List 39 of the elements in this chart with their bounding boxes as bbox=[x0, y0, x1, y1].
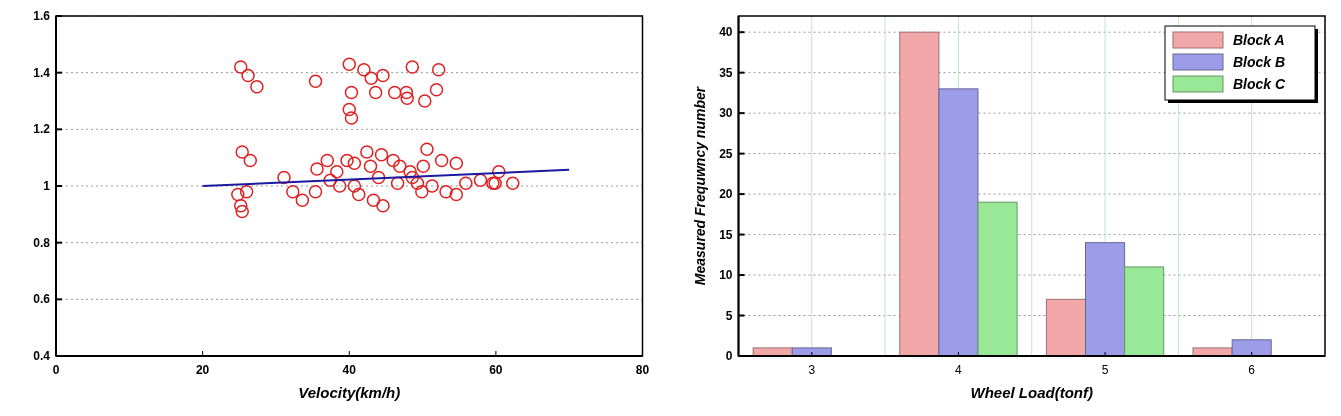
legend-label: Block C bbox=[1233, 76, 1287, 92]
x-tick-label: 20 bbox=[195, 363, 210, 377]
y-tick-label: 1 bbox=[43, 179, 51, 193]
y-tick-label: 30 bbox=[719, 106, 733, 121]
y-tick-label: 10 bbox=[719, 268, 733, 283]
y-tick-label: 25 bbox=[719, 146, 733, 161]
x-tick-label: 4 bbox=[955, 363, 963, 377]
y-tick-label: 0.4 bbox=[33, 349, 51, 363]
y-tick-label: 5 bbox=[725, 308, 733, 323]
bar bbox=[977, 201, 1018, 357]
bar bbox=[938, 88, 979, 357]
y-tick-label: 1.6 bbox=[33, 9, 51, 23]
bar bbox=[1231, 339, 1272, 357]
y-tick-label: 1.4 bbox=[33, 65, 51, 80]
legend-label: Block B bbox=[1233, 54, 1286, 70]
bar bbox=[791, 347, 832, 357]
bar bbox=[899, 31, 940, 357]
x-tick-label: 60 bbox=[489, 363, 503, 377]
x-tick-label: 6 bbox=[1248, 363, 1256, 377]
y-tick-label: 15 bbox=[719, 227, 733, 242]
y-tick-label: 40 bbox=[719, 25, 733, 40]
x-tick-label: 80 bbox=[635, 363, 650, 377]
x-tick-label: 5 bbox=[1101, 363, 1109, 377]
x-tick-label: 3 bbox=[808, 363, 816, 377]
y-tick-label: 0.6 bbox=[33, 292, 51, 307]
x-axis-title: Wheel Load(tonf) bbox=[970, 384, 1093, 401]
x-tick-label: 0 bbox=[52, 363, 60, 377]
x-axis-title: Velocity(km/h) bbox=[298, 384, 401, 401]
y-tick-label: 20 bbox=[719, 187, 733, 202]
legend-label: Block A bbox=[1233, 32, 1285, 48]
y-axis-title: Measured Frequwncy number bbox=[691, 85, 708, 286]
bar bbox=[1045, 298, 1087, 357]
y-tick-label: 0.8 bbox=[33, 235, 51, 250]
x-tick-label: 40 bbox=[342, 363, 357, 377]
y-tick-label: 0 bbox=[725, 349, 733, 363]
y-tick-label: 1.2 bbox=[33, 122, 51, 137]
bar bbox=[1085, 242, 1126, 357]
bar bbox=[1124, 266, 1165, 357]
y-tick-label: 35 bbox=[719, 65, 733, 80]
